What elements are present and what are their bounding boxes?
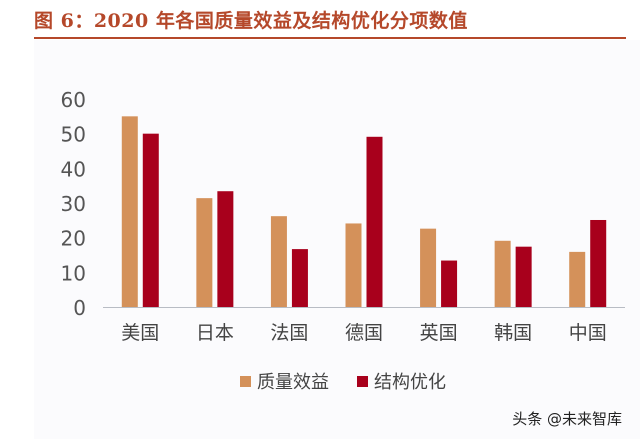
- y-tick-label: 50: [61, 123, 86, 147]
- bar-quality: [494, 240, 511, 307]
- bar-structure: [590, 219, 607, 307]
- legend-label-quality: 质量效益: [257, 372, 329, 393]
- bar-structure: [142, 133, 159, 307]
- bar-quality: [420, 228, 437, 307]
- bar-structure: [515, 246, 532, 307]
- bar-quality: [569, 251, 586, 307]
- x-tick-label: 英国: [420, 322, 458, 344]
- x-tick-label: 德国: [345, 322, 383, 344]
- x-tick-label: 日本: [196, 322, 234, 344]
- x-tick-label: 法国: [270, 322, 308, 344]
- legend-swatch-quality: [240, 375, 251, 387]
- y-tick-label: 0: [73, 296, 86, 320]
- bar-structure: [441, 260, 458, 307]
- bar-quality: [196, 198, 213, 307]
- bar-structure: [291, 249, 308, 307]
- y-tick-label: 40: [61, 157, 86, 181]
- bar-quality: [270, 216, 287, 307]
- y-tick-label: 30: [61, 192, 86, 216]
- legend-item-quality: 质量效益: [240, 368, 329, 394]
- legend-item-structure: 结构优化: [357, 368, 446, 394]
- bar-quality: [121, 116, 138, 307]
- watermark: 头条 @未来智库: [512, 410, 622, 428]
- y-tick-label: 10: [61, 261, 86, 285]
- x-tick-label: 韩国: [494, 322, 532, 344]
- bar-structure: [217, 191, 234, 307]
- bar-structure: [366, 136, 383, 307]
- title-divider: [34, 37, 626, 39]
- y-tick-label: 20: [61, 227, 86, 251]
- legend-swatch-structure: [357, 375, 368, 387]
- legend: 质量效益 结构优化: [240, 368, 446, 394]
- bar-quality: [345, 223, 362, 307]
- x-tick-label: 美国: [121, 322, 159, 344]
- figure-title: 图 6：2020 年各国质量效益及结构优化分项数值: [34, 10, 468, 32]
- legend-label-structure: 结构优化: [374, 372, 446, 393]
- y-tick-label: 60: [61, 88, 86, 112]
- x-tick-label: 中国: [569, 322, 607, 344]
